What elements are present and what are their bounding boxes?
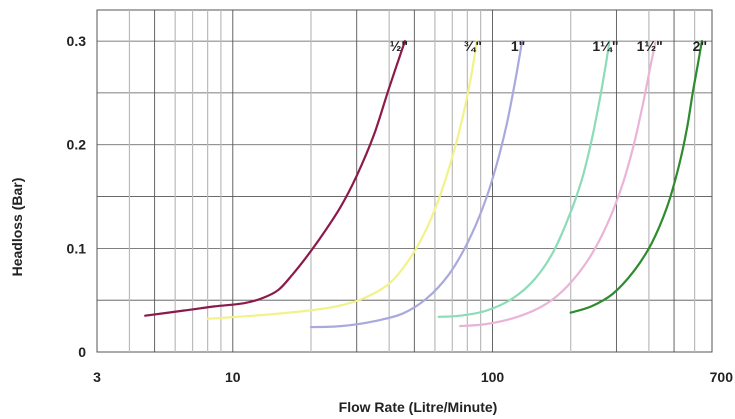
x-tick-label: 700 [710, 369, 734, 385]
plot-frame [96, 9, 713, 353]
tick-labels: 3 10 100 700 0 0.1 0.2 0.3 [67, 33, 734, 385]
series-label-4: 1¼" [592, 38, 618, 54]
y-tick-label: 0 [78, 344, 86, 360]
y-tick-label: 0.1 [67, 240, 87, 256]
x-tick-label: 10 [225, 369, 241, 385]
series-label-3: 1" [511, 38, 525, 54]
series-line-6 [569, 40, 703, 314]
y-axis-label: Headloss (Bar) [9, 178, 25, 277]
series-labels: ½" ¾" 1" 1¼" 1½" 2" [390, 38, 707, 54]
y-tick-label: 0.2 [67, 137, 87, 153]
series-label-5: 1½" [637, 38, 663, 54]
series-label-1: ½" [390, 38, 408, 54]
series-label-6: 2" [693, 38, 707, 54]
series-line-3 [309, 40, 524, 329]
series-lines [144, 40, 703, 329]
series-label-2: ¾" [464, 38, 482, 54]
series-line-5 [459, 40, 657, 328]
grid [96, 9, 713, 353]
y-tick-label: 0.3 [67, 33, 87, 49]
series-line-2 [206, 40, 478, 320]
x-tick-label: 3 [93, 369, 101, 385]
x-axis-label: Flow Rate (Litre/Minute) [339, 399, 498, 415]
series-line-1 [144, 40, 406, 317]
x-tick-label: 100 [481, 369, 505, 385]
series-line-4 [437, 40, 611, 318]
